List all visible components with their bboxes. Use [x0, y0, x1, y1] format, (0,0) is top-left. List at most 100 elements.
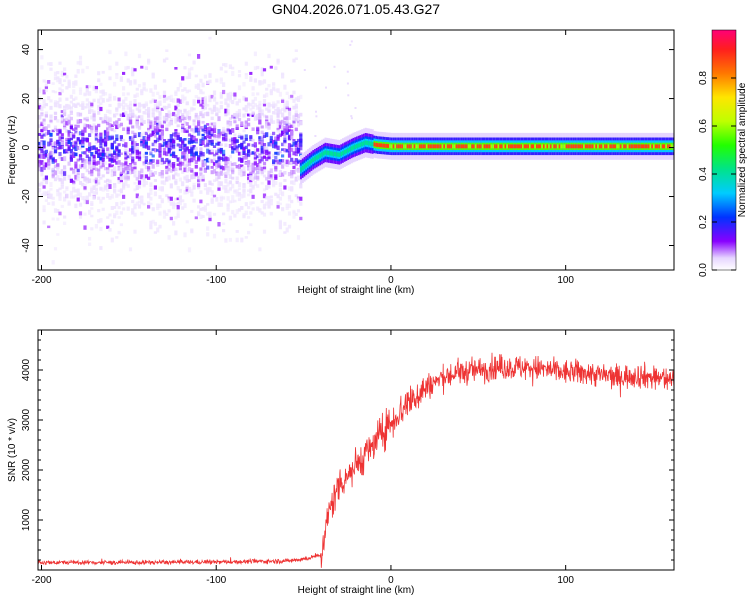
spectrogram-cell	[101, 207, 105, 211]
spectrogram-cell	[654, 144, 657, 149]
spectrogram-cell	[471, 144, 474, 149]
spectrogram-cell	[247, 177, 251, 181]
spectrogram-cell	[119, 113, 123, 116]
spectrogram-cell	[283, 125, 287, 129]
spectrogram-cell	[67, 132, 71, 137]
spectrogram-cell	[219, 197, 223, 202]
spectrogram-cell	[228, 215, 232, 221]
spectrogram-cell	[338, 152, 341, 157]
spectrogram-cell	[640, 144, 643, 149]
spectrogram-cell	[258, 80, 262, 84]
spectrogram-cell	[267, 53, 271, 59]
spectrogram-cell	[147, 134, 151, 139]
spectrogram-cell	[269, 140, 273, 144]
spectrogram-cell	[501, 144, 503, 149]
spectrogram-cell	[247, 152, 251, 156]
spectrogram-cell	[181, 161, 185, 166]
spectrogram-cell	[314, 156, 317, 161]
spectrogram-cell	[58, 136, 62, 141]
spectrogram-cell	[174, 197, 178, 201]
spectrogram-cell	[668, 144, 671, 149]
spectrogram-cell	[83, 212, 87, 216]
spectrogram-cell	[149, 88, 153, 93]
spectrogram-cell	[44, 153, 48, 157]
spectrogram-cell	[115, 236, 119, 239]
spectrogram-cell	[158, 172, 162, 177]
spectrogram-cell	[60, 178, 64, 182]
spectrogram-cell	[72, 188, 76, 193]
spectrogram-cell	[153, 103, 157, 109]
spectrogram-cell	[212, 145, 217, 148]
spectrogram-cell	[94, 224, 98, 229]
spectrogram-cell	[283, 231, 287, 234]
spectrogram-cell	[639, 144, 642, 149]
spectrogram-cell	[235, 145, 239, 148]
spectrogram-cell	[174, 203, 178, 207]
spectrogram-cell	[88, 109, 92, 114]
spectrogram-cell	[103, 184, 108, 189]
spectrogram-cell	[219, 181, 223, 186]
spectrogram-cell	[199, 152, 203, 157]
spectrogram-cell	[144, 155, 148, 159]
spectrogram-cell	[42, 154, 46, 159]
spectrogram-cell	[231, 195, 235, 200]
spectrogram-cell	[287, 95, 292, 100]
spectrogram-cell	[276, 145, 280, 151]
spectrogram-cell	[83, 176, 87, 181]
spectrogram-cell	[97, 79, 101, 83]
spectrogram-cell	[314, 135, 317, 137]
spectrogram-cell	[201, 105, 205, 109]
spectrogram-cell	[276, 159, 280, 164]
spectrogram-cell	[49, 138, 53, 142]
spectrogram-cell	[249, 178, 253, 183]
spectrogram-cell	[212, 156, 217, 162]
spectrogram-cell	[269, 168, 273, 173]
spectrogram-cell	[217, 157, 221, 162]
spectrogram-cell	[192, 122, 196, 126]
spectrogram-cell	[144, 131, 148, 136]
spectrogram-cell	[260, 80, 264, 85]
spectrogram-cell	[106, 169, 110, 173]
spectrogram-cell	[142, 139, 146, 145]
spectrogram-cell	[272, 159, 276, 164]
spectrogram-cell	[515, 144, 517, 149]
spectrogram-cell	[197, 157, 201, 162]
snr-x-tick-label: -200	[31, 575, 51, 586]
spectrogram-cell	[97, 168, 101, 172]
spectrogram-cell	[133, 188, 137, 192]
spectrogram-cell	[69, 125, 73, 130]
spectrogram-cell	[285, 124, 289, 129]
spectrogram-cell	[38, 154, 42, 158]
spectrogram-cell	[63, 118, 67, 122]
spectrogram-cell	[67, 139, 71, 145]
spectrogram-cell	[126, 150, 130, 155]
spectrogram-cell	[49, 193, 53, 197]
spectrogram-cell	[562, 144, 565, 149]
spectrogram-cell	[53, 127, 58, 131]
spectrogram-cell	[151, 159, 155, 163]
spectrogram-cell	[235, 101, 239, 106]
spectrogram-cell	[133, 79, 137, 84]
spectrogram-cell	[153, 107, 157, 112]
spectrogram-cell	[119, 201, 123, 206]
spectrogram-cell	[169, 98, 173, 102]
spectrogram-cell	[149, 224, 153, 230]
spectrogram-cell	[92, 178, 96, 183]
spectrogram-cell	[240, 151, 244, 157]
spectrogram-cell	[192, 60, 196, 65]
spectrogram-cell	[274, 136, 278, 140]
spectrogram-cell	[74, 130, 78, 134]
spectrogram-cell	[181, 151, 185, 155]
spectrogram-cell	[201, 162, 205, 168]
spectrogram-cell	[249, 152, 253, 155]
spectrogram-cell	[340, 151, 343, 157]
spectrogram-cell	[167, 159, 171, 164]
spectrogram-cell	[269, 136, 273, 141]
spectrogram-cell	[133, 170, 137, 176]
spectrogram-cell	[81, 140, 85, 144]
spectrogram-cell	[262, 94, 267, 98]
spectrogram-cell	[124, 96, 128, 101]
spectrogram-cell	[63, 168, 67, 172]
spectrogram-cell	[126, 65, 130, 70]
spectrogram-cell	[40, 167, 44, 172]
